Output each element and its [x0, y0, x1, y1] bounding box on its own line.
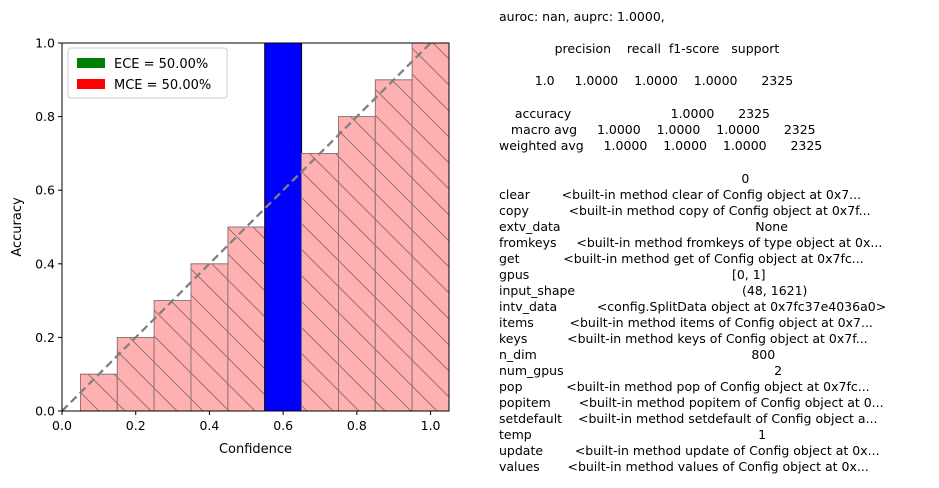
x-tick-label: 0.2 — [126, 418, 146, 433]
legend-swatch-ece — [77, 58, 105, 68]
y-tick-label: 1.0 — [35, 36, 55, 51]
legend: ECE = 50.00% MCE = 50.00% — [67, 47, 228, 99]
x-tick-label: 0.0 — [52, 418, 72, 433]
report-line: setdefault <built-in method setdefault o… — [499, 411, 878, 426]
bar-hatch-0 — [80, 373, 118, 412]
report-line: copy <built-in method copy of Config obj… — [499, 203, 871, 218]
bar-hatch-7 — [338, 116, 376, 412]
y-tick-label: 0.0 — [35, 404, 55, 419]
report-line: items <built-in method items of Config o… — [499, 315, 873, 330]
x-tick-label: 1.0 — [421, 418, 441, 433]
report-line: num_gpus 2 — [499, 363, 783, 378]
bar-hatch-6 — [301, 152, 339, 412]
y-tick-label: 0.4 — [35, 256, 55, 271]
report-line: macro avg 1.0000 1.0000 1.0000 2325 — [499, 122, 816, 137]
bar-hatch-3 — [190, 263, 229, 412]
y-tick-label: 0.6 — [35, 183, 55, 198]
x-tick-label: 0.8 — [347, 418, 367, 433]
report-line: update <built-in method update of Config… — [499, 443, 880, 458]
report-line: accuracy 1.0000 2325 — [499, 106, 771, 121]
reliability-diagram: 0.0 0.2 0.4 0.6 0.8 1.0 0.0 0.2 0.4 0.6 0.8 1.0 Con… — [10, 36, 450, 457]
legend-label-mce: MCE = 50.00% — [114, 78, 211, 93]
y-tick-label: 0.2 — [35, 330, 55, 345]
legend-label-ece: ECE = 50.00% — [114, 57, 208, 72]
report-line: n_dim 800 — [499, 347, 776, 362]
bar-hatch-4 — [227, 226, 266, 412]
report-line: gpus [0, 1] — [499, 267, 766, 282]
report-line: pop <built-in method pop of Config objec… — [499, 379, 870, 394]
report-line: popitem <built-in method popitem of Conf… — [499, 395, 884, 410]
report-line: fromkeys <built-in method fromkeys of ty… — [499, 235, 883, 250]
bar-bin-5 — [264, 42, 303, 412]
report-line: precision recall f1-score support — [499, 41, 780, 56]
report-line: intv_data <config.SplitData object at 0x… — [499, 299, 887, 314]
report-line: temp 1 — [499, 427, 767, 442]
report-line: 1.0 1.0000 1.0000 1.0000 2325 — [499, 73, 794, 88]
legend-swatch-mce — [77, 79, 105, 89]
y-axis-label: Accuracy — [10, 197, 25, 257]
bar-hatch-9 — [411, 42, 450, 412]
x-tick-label: 0.6 — [273, 418, 293, 433]
report-line: input_shape (48, 1621) — [499, 283, 808, 298]
x-tick-label: 0.4 — [199, 418, 219, 433]
plot-frame — [61, 42, 450, 412]
y-tick-label: 0.8 — [35, 109, 55, 124]
report-line: extv_data None — [499, 219, 788, 234]
report-line: keys <built-in method keys of Config obj… — [499, 331, 868, 346]
legend-box — [67, 47, 228, 99]
bar-hatch-1 — [116, 336, 155, 412]
bar-hatch-2 — [153, 300, 192, 412]
report-line: weighted avg 1.0000 1.0000 1.0000 2325 — [499, 138, 823, 153]
report-line: auroc: nan, auprc: 1.0000, — [499, 9, 665, 24]
report-line: clear <built-in method clear of Config o… — [499, 187, 862, 202]
report-line: 0 — [499, 171, 750, 186]
bar-hatch-8 — [374, 79, 413, 412]
report-line: values <built-in method values of Config… — [499, 459, 869, 474]
x-axis-label: Confidence — [219, 442, 292, 457]
classification-report: auroc: nan, auprc: 1.0000, precision rec… — [499, 0, 939, 488]
report-line: get <built-in method get of Config objec… — [499, 251, 864, 266]
